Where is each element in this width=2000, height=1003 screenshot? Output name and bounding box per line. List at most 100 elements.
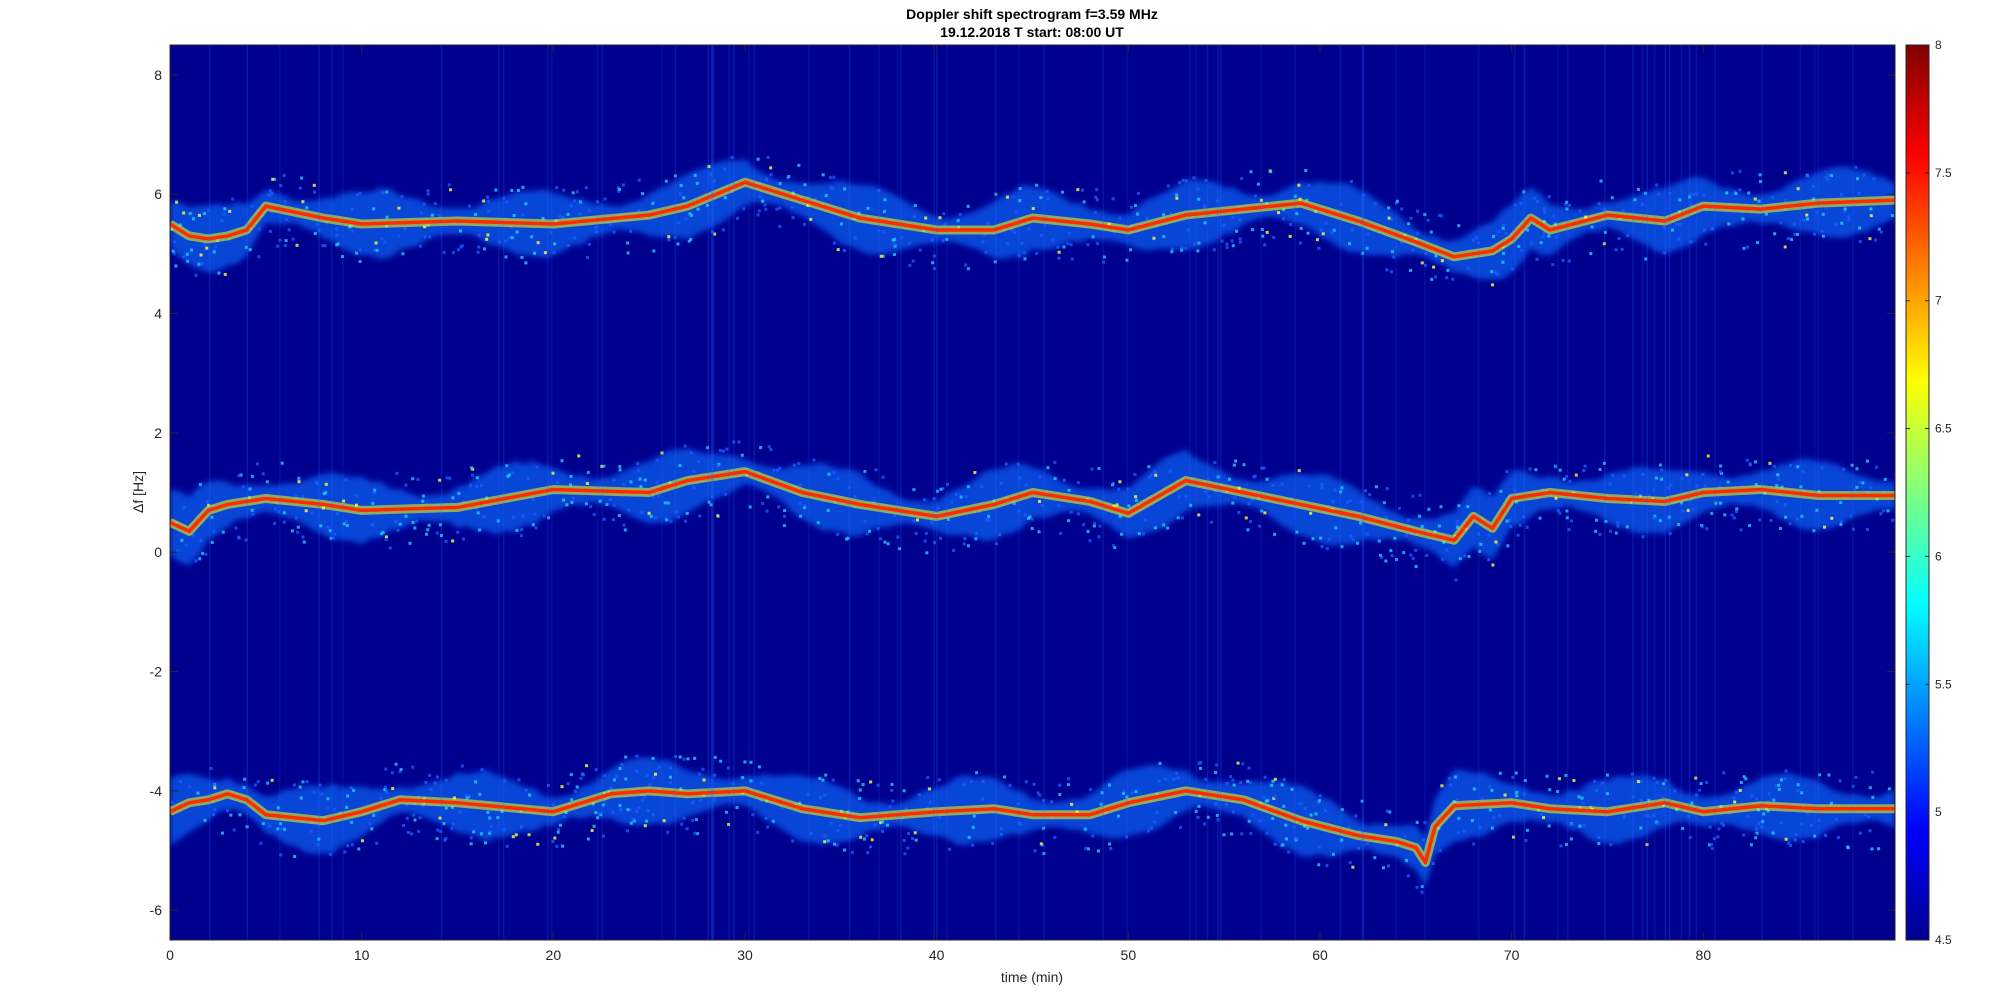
speckle (371, 501, 375, 505)
speckle (1704, 242, 1708, 246)
speckle (1384, 516, 1388, 520)
speckle (1206, 815, 1210, 819)
speckle (764, 816, 768, 820)
x-axis-label: time (min) (1001, 969, 1063, 985)
speckle (1616, 524, 1620, 528)
speckle (1067, 519, 1071, 523)
speckle (1109, 846, 1113, 850)
speckle (594, 768, 598, 772)
speckle (560, 459, 564, 463)
speckle (1111, 481, 1115, 485)
speckle (926, 775, 930, 779)
streak (733, 45, 735, 940)
speckle (1405, 858, 1409, 862)
speckle (913, 203, 917, 207)
speckle (294, 516, 298, 520)
speckle (877, 229, 881, 233)
speckle (677, 515, 681, 519)
speckle (723, 167, 727, 171)
speckle (652, 813, 656, 817)
speckle (1392, 255, 1396, 259)
speckle (718, 448, 722, 452)
speckle (404, 483, 408, 487)
speckle (1855, 177, 1859, 181)
speckle (438, 523, 442, 527)
speckle (358, 248, 362, 252)
speckle (1427, 507, 1431, 511)
x-tick-label: 10 (354, 947, 370, 963)
speckle (1567, 203, 1571, 207)
speckle (1035, 183, 1039, 187)
speckle (569, 474, 573, 478)
speckle (902, 789, 906, 793)
speckle (209, 766, 213, 770)
speckle (619, 808, 623, 812)
speckle (506, 474, 510, 478)
speckle (561, 844, 565, 848)
speckle (627, 508, 631, 512)
speckle (487, 209, 491, 213)
speckle (791, 216, 795, 220)
speckle (676, 242, 680, 246)
speckle (1793, 232, 1797, 236)
speckle (1603, 208, 1607, 212)
speckle (1583, 464, 1587, 468)
speckle (756, 157, 760, 161)
speckle (383, 240, 387, 244)
speckle (868, 529, 872, 533)
speckle (1455, 522, 1459, 526)
speckle (1272, 235, 1276, 239)
speckle (1295, 836, 1299, 840)
streak (1646, 45, 1648, 940)
speckle (1660, 796, 1664, 800)
speckle (368, 822, 372, 826)
y-tick-label: 4 (154, 306, 162, 322)
speckle (1434, 254, 1438, 258)
speckle (945, 482, 949, 486)
speckle (1862, 173, 1866, 177)
speckle (673, 174, 677, 178)
speckle (1423, 821, 1427, 825)
speckle (598, 811, 602, 815)
speckle (268, 229, 272, 233)
speckle (1608, 482, 1612, 486)
speckle (1304, 168, 1308, 172)
speckle (797, 462, 801, 466)
speckle (315, 222, 319, 226)
speckle (772, 468, 776, 472)
speckle (1705, 527, 1709, 531)
speckle (742, 207, 746, 211)
speckle (469, 836, 473, 840)
speckle (300, 176, 304, 180)
speckle (1663, 226, 1667, 230)
speckle (1761, 820, 1765, 824)
speckle (1595, 789, 1599, 793)
speckle (1869, 486, 1873, 490)
speckle (684, 519, 688, 523)
speckle (757, 765, 761, 769)
speckle (1023, 257, 1027, 261)
speckle (1735, 507, 1739, 511)
speckle (626, 241, 630, 245)
speckle (1389, 270, 1393, 274)
speckle (1092, 524, 1096, 528)
speckle (771, 819, 775, 823)
speckle (1010, 228, 1014, 232)
speckle (1652, 776, 1656, 780)
speckle (589, 505, 593, 509)
speckle (496, 519, 500, 523)
speckle (287, 228, 291, 232)
speckle (792, 463, 796, 467)
speckle (1426, 218, 1430, 222)
speckle (1271, 779, 1275, 783)
speckle (478, 528, 482, 532)
speckle (1016, 802, 1020, 806)
speckle (756, 213, 760, 217)
speckle (1212, 248, 1216, 252)
speckle (624, 755, 628, 759)
speckle (1595, 518, 1599, 522)
speckle (876, 783, 880, 787)
speckle (651, 201, 655, 205)
speckle (349, 786, 353, 790)
speckle (456, 248, 460, 252)
